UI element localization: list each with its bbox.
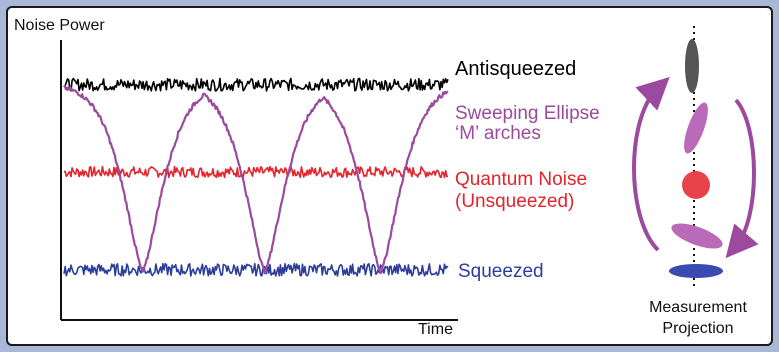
noise-power-chart: Noise Power Time Antisqueezed Sweeping E… [14,17,759,338]
series-line-antisqueezed [63,77,449,92]
ellipse-tilted-flat [671,223,723,249]
ellipse-antisqueezed [685,39,699,93]
circle-vacuum [682,171,710,199]
label-sweeping-line1: Sweeping Ellipse [455,103,600,124]
figure-frame: Noise Power Time Antisqueezed Sweeping E… [6,6,773,346]
label-quantum-line2: (Unsqueezed) [455,191,574,212]
y-axis-label: Noise Power [14,17,105,34]
ellipse-squeezed [669,264,723,278]
label-antisqueezed: Antisqueezed [455,58,576,80]
label-squeezed: Squeezed [458,261,544,282]
label-sweeping-line2: ‘M’ arches [455,123,541,144]
series-line-sweeping [63,84,449,275]
label-quantum-line1: Quantum Noise [455,169,587,190]
arrow-left [632,77,670,252]
projection-label-line2: Projection [662,320,733,337]
x-axis-label: Time [418,321,453,338]
measurement-projection-diagram: Measurement Projection [632,26,759,337]
series-group [63,77,449,277]
series-line-quantum [63,165,449,179]
arrow-right [725,98,759,259]
ellipse-tilted [684,102,708,154]
projection-label-line1: Measurement [649,299,747,316]
series-line-squeezed [63,262,449,277]
